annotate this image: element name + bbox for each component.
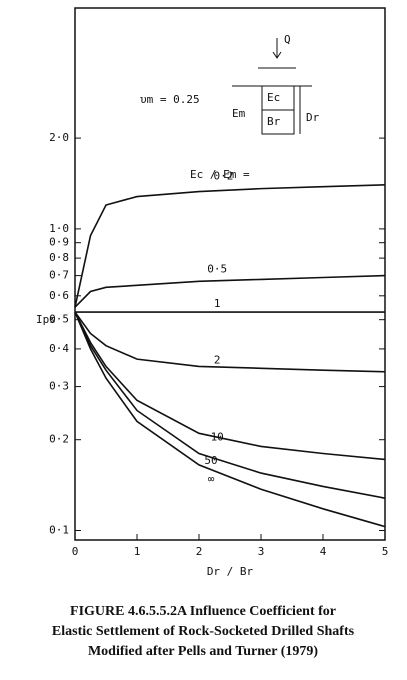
poisson-annotation: υm = 0.25 — [140, 93, 200, 106]
y-tick-label: 2·0 — [49, 131, 69, 144]
diagram — [232, 38, 312, 135]
x-tick-label: 4 — [320, 545, 327, 558]
y-tick-label: 0·4 — [49, 342, 69, 355]
series-name: 1 — [214, 297, 221, 310]
x-tick-label: 5 — [382, 545, 389, 558]
series-line — [74, 274, 386, 308]
x-tick-label: 1 — [134, 545, 141, 558]
plot-frame — [74, 7, 386, 541]
y-tick-label: 0·5 — [49, 313, 69, 326]
y-tick-label: 0·1 — [49, 523, 69, 536]
series-name: 0·5 — [207, 262, 227, 275]
series-line — [74, 311, 386, 373]
diameter-label: Br — [267, 115, 281, 128]
y-tick-label: 0·6 — [49, 289, 69, 302]
mass-modulus: Em — [232, 107, 246, 120]
series-line — [74, 311, 386, 499]
y-tick-label: 0·9 — [49, 236, 69, 249]
y-tick-label: 0·2 — [49, 433, 69, 446]
x-tick-label: 3 — [258, 545, 265, 558]
y-axis-label: Ips — [36, 313, 56, 326]
y-tick-label: 0·7 — [49, 269, 69, 282]
series-name: 10 — [211, 430, 224, 443]
series-line — [74, 184, 386, 308]
x-axis-label: Dr / Br — [207, 565, 254, 578]
series-name: 0·2 — [213, 170, 233, 183]
x-tick-label: 2 — [196, 545, 203, 558]
series-name: ∞ — [208, 472, 215, 485]
y-tick-label: 0·8 — [49, 251, 69, 264]
series-line — [74, 311, 386, 528]
x-tick-label: 0 — [72, 545, 79, 558]
series-name: 50 — [204, 454, 217, 467]
arrow-head — [272, 51, 282, 59]
series-line — [74, 311, 386, 461]
caption-line: FIGURE 4.6.5.5.2A Influence Coefficient … — [70, 604, 336, 619]
caption-line: Elastic Settlement of Rock-Socketed Dril… — [52, 624, 355, 639]
y-tick-label: 0·3 — [49, 380, 69, 393]
load-label: Q — [284, 33, 291, 46]
shaft-modulus: Ec — [267, 91, 280, 104]
series-label: Ec / Em = — [190, 168, 250, 181]
caption-line: Modified after Pells and Turner (1979) — [88, 644, 318, 659]
y-tick-label: 1·0 — [49, 222, 69, 235]
depth-label: Dr — [306, 111, 320, 124]
series-name: 2 — [214, 353, 221, 366]
